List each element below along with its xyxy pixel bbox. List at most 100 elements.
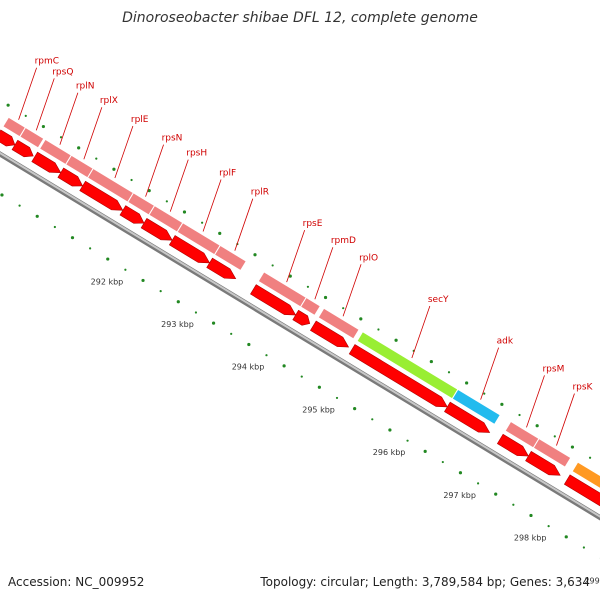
gene-label-rplF[interactable]: rplF bbox=[219, 168, 236, 178]
gene-label-adk[interactable]: adk bbox=[497, 337, 514, 347]
topology-summary: Topology: circular; Length: 3,789,584 bp… bbox=[260, 575, 590, 589]
cds-arrow-rplR[interactable] bbox=[206, 257, 237, 280]
cds-arrow-rpmC[interactable] bbox=[0, 129, 16, 147]
cds-arrow-rpsK[interactable] bbox=[525, 450, 561, 476]
tick-lower bbox=[124, 268, 127, 271]
label-leader-rpsN bbox=[145, 144, 164, 197]
gene-band-rpsD[interactable] bbox=[571, 461, 600, 512]
label-leader-rplR bbox=[234, 198, 254, 251]
cds-arrow-rplF[interactable] bbox=[168, 235, 211, 264]
gene-label-rplO[interactable]: rplO bbox=[359, 253, 378, 263]
cds-arrow-rplX[interactable] bbox=[57, 167, 84, 187]
tick-lower bbox=[53, 225, 56, 229]
tick-upper bbox=[570, 445, 575, 449]
scale-label-292kbp: 292 kbp bbox=[91, 277, 124, 286]
tick-upper bbox=[588, 456, 592, 459]
tick-upper bbox=[147, 189, 151, 193]
tick-lower bbox=[371, 418, 374, 421]
cds-arrow-track bbox=[0, 129, 600, 520]
tick-lower bbox=[300, 375, 303, 378]
gene-label-rpsN[interactable]: rpsN bbox=[162, 134, 183, 144]
gene-label-rplE[interactable]: rplE bbox=[131, 115, 149, 125]
cds-arrow-adk[interactable] bbox=[444, 401, 491, 433]
gene-label-rplN[interactable]: rplN bbox=[76, 82, 95, 92]
gene-label-rpsH[interactable]: rpsH bbox=[186, 149, 207, 159]
scale-label-294kbp: 294 kbp bbox=[232, 363, 265, 372]
gene-label-rpsM[interactable]: rpsM bbox=[542, 364, 564, 374]
tick-upper bbox=[306, 285, 310, 288]
gene-band-rpsK[interactable] bbox=[532, 437, 572, 468]
tick-upper bbox=[112, 167, 116, 171]
scale-label-296kbp: 296 kbp bbox=[373, 448, 406, 457]
tick-upper bbox=[77, 146, 81, 150]
map-title: Dinoroseobacter shibae DFL 12, complete … bbox=[122, 10, 478, 26]
tick-lower bbox=[106, 257, 110, 261]
tick-upper bbox=[95, 157, 98, 160]
tick-upper bbox=[288, 274, 292, 278]
tick-upper bbox=[6, 103, 10, 107]
tick-upper bbox=[359, 317, 363, 321]
label-leader-rplN bbox=[59, 92, 79, 145]
cds-arrow-rpmD[interactable] bbox=[292, 309, 311, 326]
tick-lower bbox=[176, 300, 180, 304]
gene-label-rpsK[interactable]: rpsK bbox=[572, 383, 593, 393]
gene-label-secY[interactable]: secY bbox=[428, 295, 449, 305]
cds-arrow-rpsN[interactable] bbox=[119, 205, 145, 224]
tick-lower bbox=[441, 460, 444, 464]
tick-lower bbox=[35, 214, 39, 218]
gene-label-rpsQ[interactable]: rpsQ bbox=[52, 67, 73, 77]
tick-upper bbox=[130, 178, 133, 182]
tick-lower bbox=[512, 503, 515, 506]
cds-arrow-rplE[interactable] bbox=[79, 180, 124, 211]
gene-band-adk[interactable] bbox=[451, 388, 501, 426]
gene-band-rplR[interactable] bbox=[213, 244, 247, 272]
gene-label-rplR[interactable]: rplR bbox=[251, 188, 269, 198]
tick-upper bbox=[518, 413, 521, 417]
tick-upper bbox=[500, 402, 504, 406]
tick-lower bbox=[458, 471, 463, 475]
scale-label-299kbp: 299 kbp bbox=[584, 576, 600, 585]
cds-arrow-rpsD[interactable] bbox=[563, 474, 600, 520]
tick-lower bbox=[529, 513, 533, 518]
backbone-highlight bbox=[0, 151, 600, 518]
tick-upper bbox=[182, 210, 187, 214]
tick-upper bbox=[377, 328, 380, 331]
tick-upper bbox=[24, 114, 27, 117]
tick-upper bbox=[447, 371, 451, 374]
cds-arrow-rpsE[interactable] bbox=[250, 284, 297, 316]
gene-label-rpsE[interactable]: rpsE bbox=[303, 219, 323, 229]
label-leader-rpmC bbox=[18, 67, 37, 120]
cds-arrow-rpsM[interactable] bbox=[496, 433, 529, 457]
gene-band-rpsQ[interactable] bbox=[19, 126, 45, 149]
tick-lower bbox=[159, 289, 162, 293]
cds-arrow-rpsH[interactable] bbox=[140, 218, 173, 241]
gene-label-rpmD[interactable]: rpmD bbox=[331, 236, 356, 246]
tick-upper bbox=[253, 253, 257, 257]
tick-lower bbox=[282, 364, 286, 368]
label-leader-rpsK bbox=[556, 393, 575, 446]
cds-arrow-secY[interactable] bbox=[348, 344, 448, 408]
cds-arrow-rplN[interactable] bbox=[31, 151, 62, 174]
label-leader-secY bbox=[411, 305, 431, 359]
tick-upper bbox=[59, 136, 63, 139]
tick-lower bbox=[141, 278, 145, 283]
gene-band-rpmD[interactable] bbox=[299, 296, 322, 317]
tick-upper bbox=[394, 338, 398, 342]
backbone-line bbox=[0, 151, 600, 521]
scale-label-293kbp: 293 kbp bbox=[161, 320, 194, 329]
label-leader-rplE bbox=[114, 125, 134, 179]
tick-lower bbox=[476, 482, 480, 485]
tick-lower bbox=[547, 525, 550, 528]
cds-arrow-rplO[interactable] bbox=[310, 320, 350, 348]
cds-arrow-rpsQ[interactable] bbox=[11, 139, 34, 158]
gene-label-rpmC[interactable]: rpmC bbox=[35, 57, 59, 67]
tick-upper bbox=[535, 424, 539, 428]
tick-lower bbox=[406, 439, 409, 442]
tick-lower bbox=[388, 428, 392, 432]
tick-upper bbox=[342, 307, 345, 310]
gene-label-rplX[interactable]: rplX bbox=[100, 96, 118, 106]
tick-lower bbox=[423, 449, 427, 453]
gene-band-rplO[interactable] bbox=[317, 307, 360, 340]
tick-lower bbox=[89, 247, 92, 250]
